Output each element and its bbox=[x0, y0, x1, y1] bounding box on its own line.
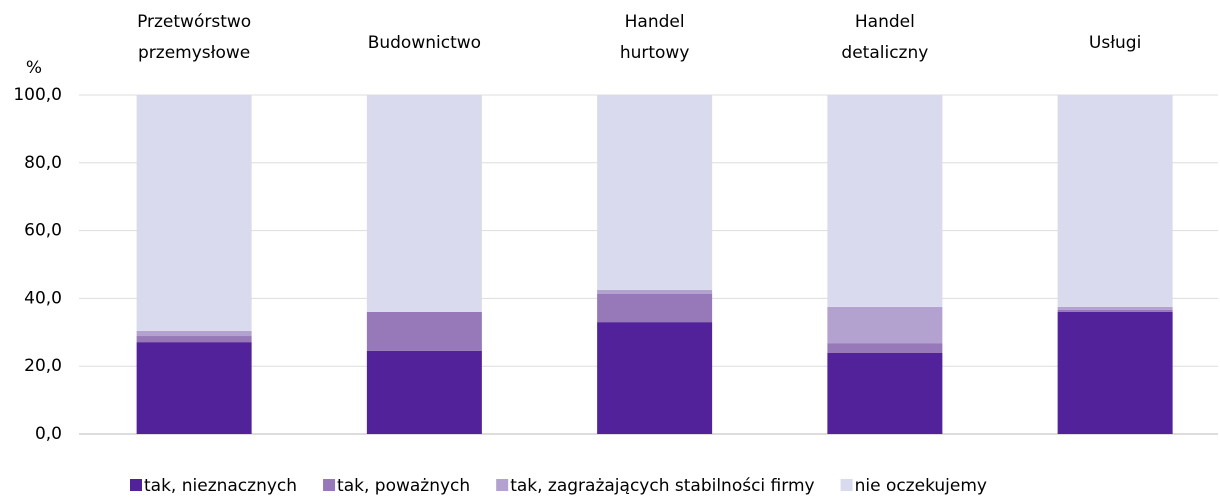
bar-segment bbox=[827, 343, 943, 353]
bar-segment bbox=[827, 306, 943, 344]
bar-segment bbox=[366, 350, 482, 434]
category-label: Handel detaliczny bbox=[841, 12, 928, 63]
legend-label: tak, zagrażających stabilności firmy bbox=[510, 476, 814, 496]
bar-segment bbox=[136, 95, 252, 331]
bar-segment bbox=[136, 330, 252, 337]
legend-swatch bbox=[323, 479, 336, 491]
bar-segment bbox=[366, 95, 482, 312]
y-tick-label: 40,0 bbox=[24, 288, 62, 308]
category-label: Przetwórstwo przemysłowe bbox=[137, 12, 251, 63]
bar-segment bbox=[597, 289, 713, 294]
bar-segment bbox=[1057, 306, 1173, 310]
y-tick-label: 60,0 bbox=[24, 221, 62, 241]
legend-swatch bbox=[840, 479, 853, 491]
y-axis-label: % bbox=[26, 58, 42, 78]
legend-label: tak, poważnych bbox=[337, 476, 470, 496]
bar-segment bbox=[366, 311, 482, 351]
bar-segment bbox=[1057, 311, 1173, 434]
y-tick-label: 80,0 bbox=[24, 153, 62, 173]
bar-segment bbox=[136, 336, 252, 343]
bar-segment bbox=[136, 342, 252, 434]
y-tick-label: 100,0 bbox=[13, 85, 62, 105]
bar-segment bbox=[597, 322, 713, 434]
y-tick-label: 20,0 bbox=[24, 356, 62, 376]
bar-segment bbox=[597, 293, 713, 323]
y-tick-label: 0,0 bbox=[35, 424, 62, 444]
legend-swatch bbox=[496, 479, 509, 491]
bar-segment bbox=[1057, 95, 1173, 307]
legend-label: nie oczekujemy bbox=[855, 476, 987, 496]
category-label: Usługi bbox=[1089, 33, 1141, 53]
legend-label: tak, nieznacznych bbox=[144, 476, 297, 496]
bar-segment bbox=[597, 95, 713, 290]
category-label: Handel hurtowy bbox=[620, 12, 690, 63]
legend-swatch bbox=[130, 479, 142, 491]
bar-segment bbox=[827, 352, 943, 434]
bar-segment bbox=[827, 95, 943, 307]
bar-segment bbox=[1057, 309, 1173, 312]
category-label: Budownictwo bbox=[368, 33, 481, 53]
